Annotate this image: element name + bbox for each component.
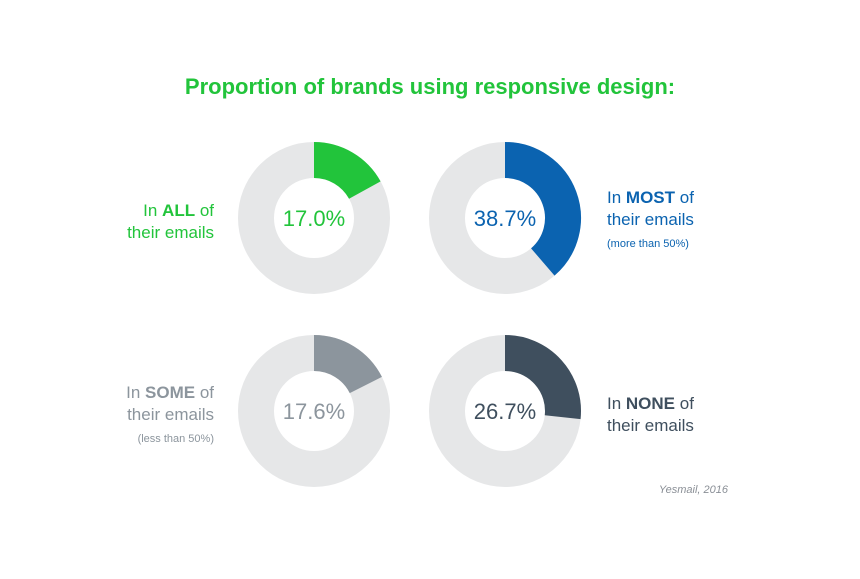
label-some-note: (less than 50%) [137, 433, 214, 445]
label-most: In MOST of their emails (more than 50%) [607, 187, 694, 253]
label-all-suffix: of [195, 201, 214, 220]
label-most-line2: their emails [607, 210, 694, 229]
donut-some-value: 17.6% [283, 399, 345, 424]
label-all-bold: ALL [162, 201, 196, 220]
label-none-bold: NONE [625, 394, 676, 413]
source-note: Yesmail, 2016 [658, 484, 728, 496]
donut-none-arc [504, 335, 581, 420]
donut-most-arc [504, 142, 581, 276]
donut-some: 17.6% [238, 335, 390, 487]
label-all-prefix: In [143, 201, 163, 220]
label-none: In NONE of their emails [607, 393, 694, 437]
donut-all-arc [313, 142, 381, 200]
label-some-suffix: of [195, 383, 214, 402]
label-none-line2: their emails [607, 416, 694, 435]
label-most-bold: MOST [625, 188, 676, 207]
label-all: In ALL of their emails [127, 200, 214, 244]
label-some-prefix: In [126, 383, 146, 402]
label-some-bold: SOME [145, 383, 196, 402]
label-some-line2: their emails [127, 405, 214, 424]
label-all-line2: their emails [127, 223, 214, 242]
donut-some-arc [313, 335, 382, 394]
label-none-prefix: In [607, 394, 626, 413]
label-most-suffix: of [675, 188, 694, 207]
donut-most: 38.7% [429, 142, 581, 294]
label-none-suffix: of [675, 394, 694, 413]
donut-all-value: 17.0% [283, 206, 345, 231]
chart-title: Proportion of brands using responsive de… [184, 74, 676, 99]
donut-none: 26.7% [429, 335, 581, 487]
donut-all: 17.0% [238, 142, 390, 294]
donut-none-value: 26.7% [474, 399, 536, 424]
label-most-note: (more than 50%) [607, 238, 689, 250]
label-most-prefix: In [607, 188, 626, 207]
donut-most-value: 38.7% [474, 206, 536, 231]
label-some: In SOME of their emails (less than 50%) [126, 382, 214, 448]
